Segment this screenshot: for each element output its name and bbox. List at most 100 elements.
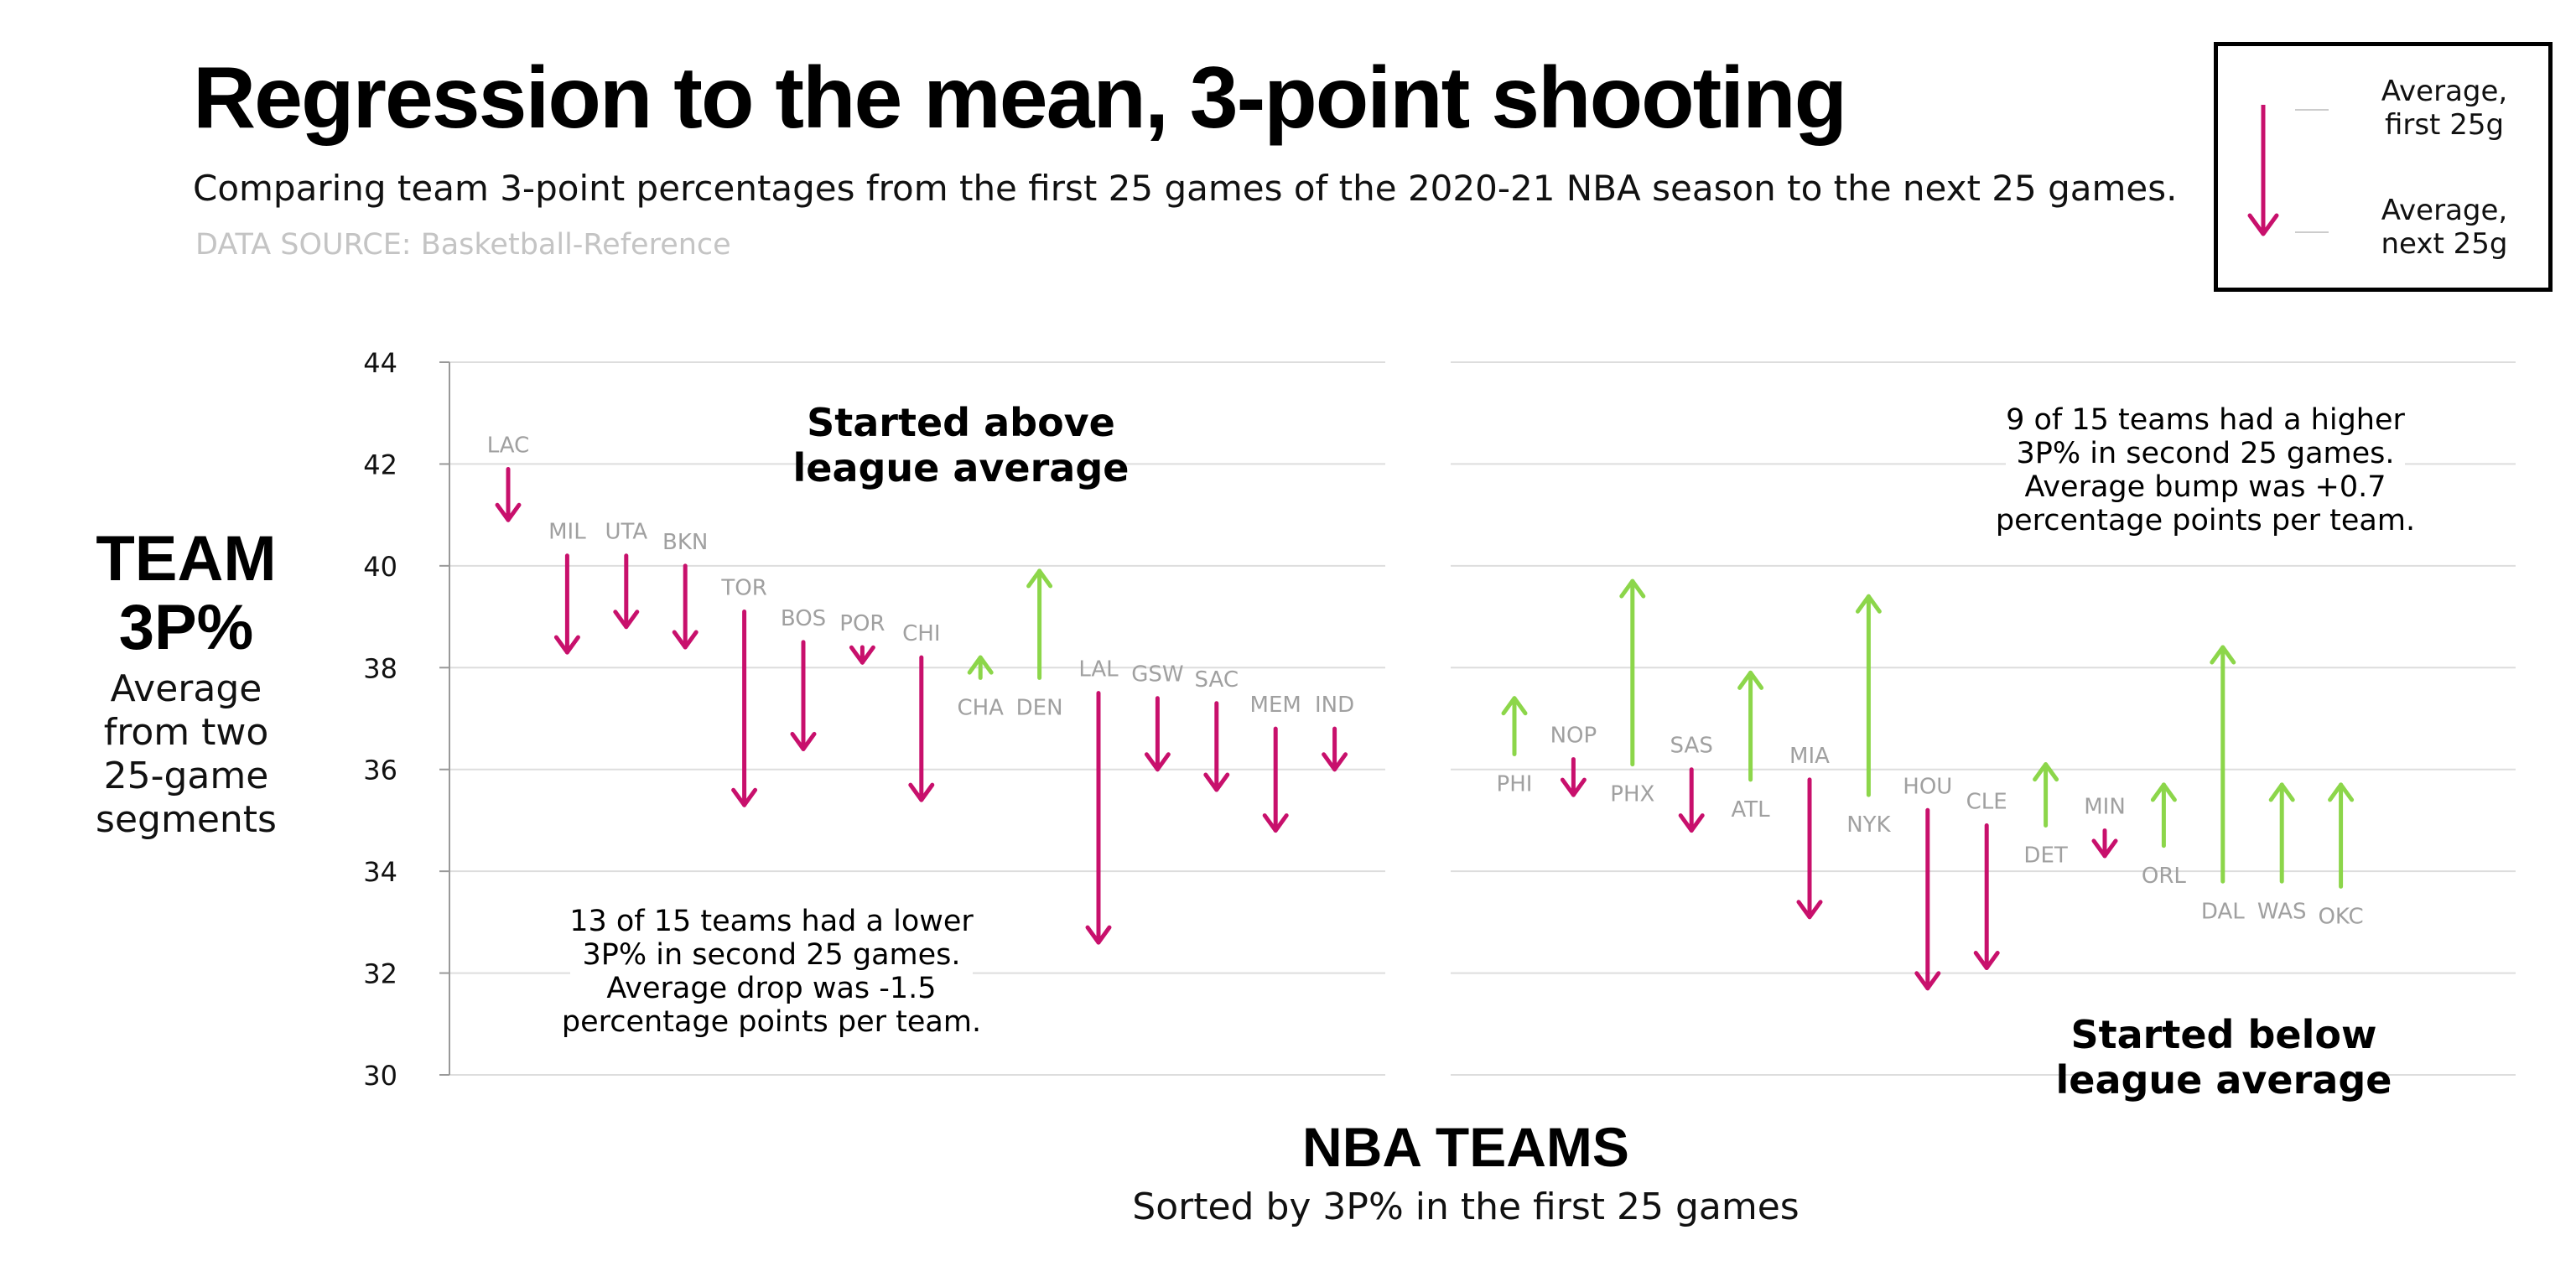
x-axis-label-small: Sorted by 3P% in the first 25 games [1132,1186,1800,1228]
team-label-SAS: SAS [1670,734,1713,759]
team-label-NOP: NOP [1550,724,1597,749]
team-label-BOS: BOS [781,606,826,631]
y-axis-label-small-2: from two [103,711,269,754]
y-tick-label-30: 30 [363,1060,397,1092]
arrow-PHI [1501,696,1528,756]
team-label-NYK: NYK [1846,812,1891,838]
arrow-UTA [613,553,640,630]
legend-arrow-icon [2247,105,2329,236]
arrow-TOR [731,610,758,807]
note-left-line2: 3P% in second 25 games. [582,938,960,972]
team-label-DET: DET [2023,843,2067,869]
note-right-line1: 9 of 15 teams had a higher [2006,403,2405,437]
note-right: 9 of 15 teams had a higher 3P% in second… [1996,391,2415,542]
legend-first-line1: Average, [2381,75,2508,108]
arrow-BOS [790,640,817,751]
annotation-below-line2: league average [2056,1057,2392,1103]
y-tick-label-38: 38 [363,652,397,684]
arrow-OKC [2328,782,2355,889]
y-tick-label-42: 42 [363,449,397,480]
y-ticks: 30 32 34 36 38 40 42 44 [363,347,450,1092]
chart-subtitle: Comparing team 3-point percentages from … [193,168,2178,209]
team-label-HOU: HOU [1903,774,1952,799]
legend-next-line1: Average, [2381,194,2508,227]
arrows [495,467,2355,991]
arrow-SAC [1203,701,1230,792]
y-axis-label-small-4: segments [96,798,277,841]
arrow-WAS [2268,782,2295,884]
team-label-OKC: OKC [2318,904,2363,929]
team-label-WAS: WAS [2257,899,2307,924]
arrow-BKN [672,563,699,650]
y-axis-label-big-2: 3P% [118,592,254,663]
arrow-CHA [967,655,994,680]
team-label-IND: IND [1315,693,1354,718]
arrow-MEM [1262,726,1289,833]
y-axis-label: TEAM 3P% Average from two 25-game segmen… [60,525,312,842]
y-axis-label-small-3: 25-game [103,755,269,797]
arrow-GSW [1144,696,1171,772]
team-label-DAL: DAL [2201,899,2245,924]
team-label-GSW: GSW [1131,662,1183,688]
arrow-POR [849,645,875,665]
team-label-PHX: PHX [1610,782,1654,807]
team-label-PHI: PHI [1497,772,1533,797]
team-label-ATL: ATL [1732,797,1771,823]
team-label-MIA: MIA [1789,744,1830,769]
team-label-MIN: MIN [2084,795,2126,820]
y-tick-label-36: 36 [363,755,397,786]
team-label-LAC: LAC [487,433,530,459]
arrow-ORL [2150,782,2177,848]
arrow-CLE [1973,823,2000,970]
arrow-CHI [908,655,935,802]
team-label-CLE: CLE [1966,790,2007,815]
team-label-MIL: MIL [548,520,586,545]
chart-title: Regression to the mean, 3-point shooting [193,49,1847,147]
y-axis-label-small-1: Average [110,667,262,710]
data-source: DATA SOURCE: Basketball-Reference [195,228,731,262]
arrow-MIA [1796,777,1823,920]
legend-first-line2: first 25g [2384,108,2505,142]
annotation-above: Started above league average [793,394,1130,496]
arrow-LAL [1085,691,1112,945]
y-tick-label-40: 40 [363,551,397,583]
annotation-below: Started below league average [2056,1006,2392,1108]
arrow-LAC [495,467,522,522]
arrow-MIN [2091,828,2118,859]
arrow-SAS [1678,767,1705,833]
arrow-PHX [1619,579,1646,767]
note-left-line1: 13 of 15 teams had a lower [569,905,974,938]
y-tick-label-34: 34 [363,856,397,888]
annotation-above-line1: Started above [807,400,1115,445]
legend: Average, first 25g Average, next 25g [2214,42,2553,292]
arrow-HOU [1914,807,1941,991]
arrow-NOP [1560,757,1587,797]
arrow-DEN [1026,568,1053,680]
team-label-TOR: TOR [720,576,766,601]
arrow-NYK [1855,594,1882,797]
team-labels: LAC MIL UTA BKN TOR BOS POR CHI CHA DEN LAL GSW SAC M… [487,433,2364,930]
team-label-MEM: MEM [1250,693,1301,718]
team-label-CHA: CHA [957,695,1004,720]
arrow-DAL [2210,645,2236,884]
note-right-line2: 3P% in second 25 games. [2016,437,2394,470]
arrow-MIL [553,553,580,655]
team-label-LAL: LAL [1078,657,1119,682]
annotation-above-line2: league average [793,445,1130,490]
note-right-line4: percentage points per team. [1996,504,2415,537]
note-left-line4: percentage points per team. [562,1005,981,1039]
team-label-POR: POR [839,611,885,636]
team-label-CHI: CHI [902,621,940,646]
y-axis-label-big-1: TEAM [96,523,277,594]
annotation-below-line1: Started below [2071,1012,2377,1057]
note-left-line3: Average drop was -1.5 [606,972,936,1005]
arrow-DET [2033,762,2059,828]
arrow-IND [1322,726,1348,772]
arrow-ATL [1737,670,1764,782]
team-label-SAC: SAC [1195,667,1239,693]
y-tick-label-32: 32 [363,958,397,990]
team-label-UTA: UTA [605,520,647,545]
y-tick-label-44: 44 [363,347,397,379]
team-label-ORL: ORL [2142,864,2187,889]
